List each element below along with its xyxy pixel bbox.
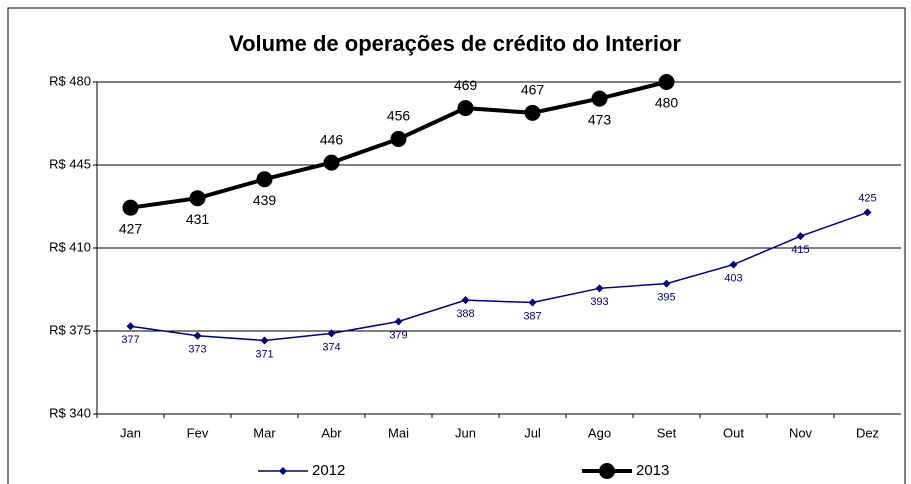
data-label: 415: [791, 244, 809, 256]
legend-label: 2012: [312, 462, 345, 479]
marker: [327, 329, 336, 338]
data-label: 480: [655, 95, 679, 111]
marker: [260, 336, 269, 345]
data-label: 395: [657, 291, 675, 303]
data-label: 388: [456, 308, 474, 320]
marker: [863, 208, 872, 217]
y-tick-label: R$ 340: [49, 405, 91, 420]
y-tick-label: R$ 375: [49, 322, 91, 337]
legend-label: 2013: [636, 462, 669, 479]
marker: [729, 260, 738, 269]
x-tick-label: Set: [657, 425, 677, 440]
data-label: 427: [119, 220, 143, 236]
series-line: [130, 211, 868, 342]
marker: [457, 100, 474, 117]
marker: [126, 322, 135, 331]
marker: [595, 284, 604, 293]
marker: [394, 317, 403, 326]
marker: [662, 279, 671, 288]
marker: [323, 154, 340, 171]
x-tick-label: Jul: [524, 425, 541, 440]
marker: [390, 130, 407, 147]
x-tick-label: Ago: [588, 425, 611, 440]
data-label: 456: [387, 108, 411, 124]
data-label: 439: [253, 192, 277, 208]
y-tick-label: R$ 445: [49, 156, 91, 171]
data-label: 403: [724, 273, 742, 285]
marker: [658, 74, 675, 90]
x-tick-label: Dez: [856, 425, 879, 440]
x-tick-label: Nov: [789, 425, 813, 440]
x-tick-label: Jun: [455, 425, 476, 440]
legend-marker: [279, 467, 287, 475]
data-label: 377: [121, 334, 139, 346]
marker: [461, 296, 470, 305]
data-label: 387: [523, 310, 541, 322]
data-label: 393: [590, 296, 608, 308]
marker: [524, 104, 541, 121]
marker: [189, 190, 206, 207]
x-tick-label: Mai: [388, 425, 409, 440]
data-label: 431: [186, 211, 210, 227]
marker: [796, 232, 805, 241]
legend-marker: [599, 463, 615, 479]
data-label: 467: [521, 82, 545, 98]
x-tick-label: Abr: [321, 425, 342, 440]
data-label: 473: [588, 111, 612, 127]
x-tick-label: Jan: [120, 425, 141, 440]
y-tick-label: R$ 480: [49, 73, 91, 88]
data-label: 373: [188, 344, 206, 356]
data-label: 379: [389, 329, 407, 341]
x-tick-label: Out: [723, 425, 744, 440]
data-label: 469: [454, 77, 478, 93]
chart-frame: [7, 7, 906, 484]
marker: [256, 171, 273, 188]
data-label: 374: [322, 341, 340, 353]
data-label: 371: [255, 348, 273, 360]
data-label: 425: [858, 192, 876, 204]
marker: [591, 90, 608, 107]
marker: [193, 331, 202, 340]
y-tick-label: R$ 410: [49, 239, 91, 254]
x-tick-label: Mar: [253, 425, 276, 440]
marker: [528, 298, 537, 307]
data-label: 446: [320, 131, 344, 147]
chart-title: Volume de operações de crédito do Interi…: [229, 31, 681, 56]
marker: [122, 199, 139, 216]
x-tick-label: Fev: [187, 425, 209, 440]
